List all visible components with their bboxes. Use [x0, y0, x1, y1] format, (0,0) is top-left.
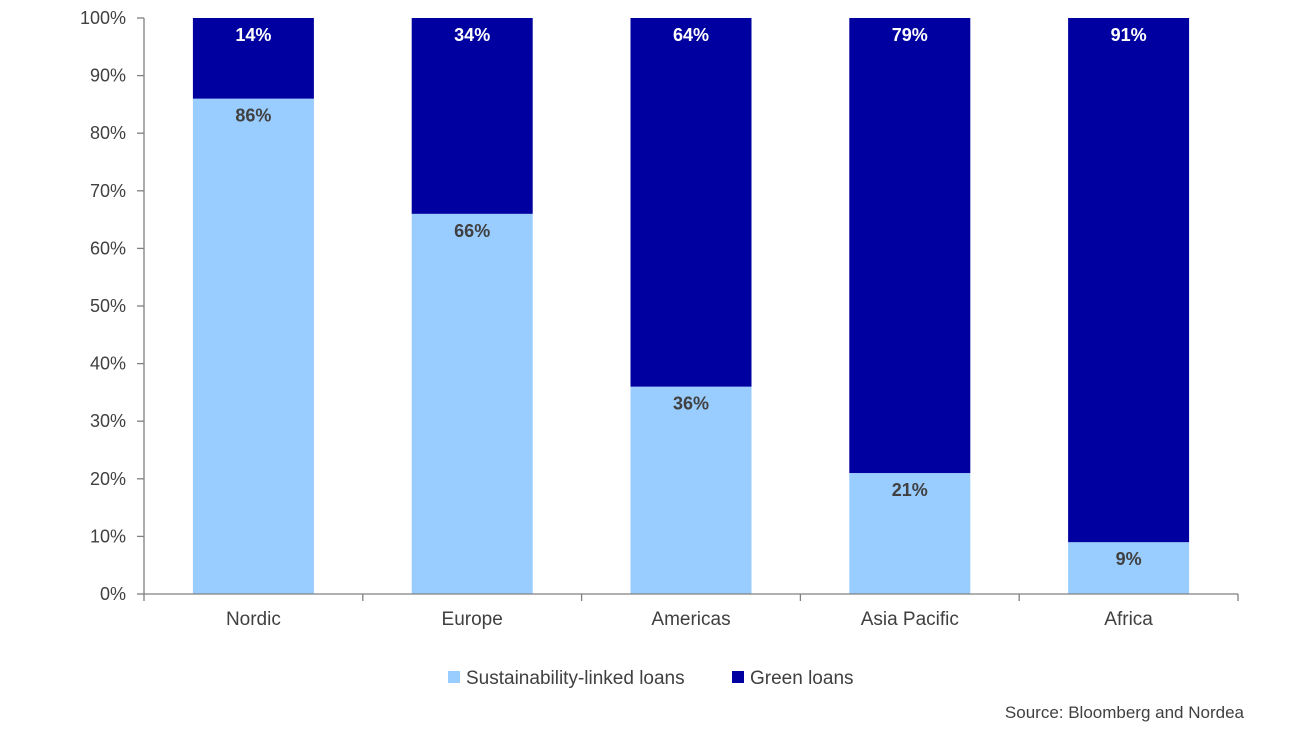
bar-green-europe — [411, 18, 533, 214]
legend-swatch — [732, 671, 744, 683]
bar-sustainability-linked-europe — [411, 213, 533, 594]
y-tick-label: 80% — [90, 123, 126, 143]
y-axis: 0% 10% 20% 30% 40% 50% 60% 70% 80% 90% 100% — [80, 8, 145, 604]
data-label: 34% — [454, 25, 490, 45]
x-tick-label: Nordic — [226, 609, 281, 630]
x-tick-label: Americas — [651, 609, 730, 630]
bar-green-nordic — [192, 18, 314, 99]
data-label: 91% — [1111, 25, 1147, 45]
data-label: 36% — [673, 394, 709, 414]
y-tick-label: 30% — [90, 411, 126, 431]
y-tick-label: 20% — [90, 469, 126, 489]
bar-sustainability-linked-nordic — [192, 98, 314, 594]
data-label: 79% — [892, 25, 928, 45]
data-label: 21% — [892, 480, 928, 500]
y-tick-label: 60% — [90, 238, 126, 258]
y-tick-label: 100% — [80, 8, 126, 28]
bar-green-asia-pacific — [849, 18, 971, 474]
y-tick-label: 10% — [90, 526, 126, 546]
bar-sustainability-linked-americas — [630, 386, 752, 594]
legend-label: Green loans — [750, 668, 854, 689]
legend: Sustainability-linked loans Green loans — [448, 668, 854, 689]
bars: 86% 14% 66% 34% 36% 64% 21% 79% 9% 91% — [192, 18, 1190, 594]
y-tick-label: 70% — [90, 181, 126, 201]
x-tick-label: Africa — [1104, 609, 1153, 630]
bar-green-africa — [1068, 18, 1190, 543]
source-note: Source: Bloomberg and Nordea — [1005, 703, 1245, 722]
y-tick-label: 0% — [100, 584, 126, 604]
x-axis: Nordic Europe Americas Asia Pacific Africa — [143, 593, 1239, 630]
y-tick-label: 50% — [90, 296, 126, 316]
data-label: 64% — [673, 25, 709, 45]
y-tick-label: 40% — [90, 354, 126, 374]
data-label: 86% — [235, 106, 271, 126]
bar-sustainability-linked-asia-pacific — [849, 473, 971, 594]
x-tick-label: Asia Pacific — [861, 609, 959, 630]
x-tick-label: Europe — [442, 609, 503, 630]
data-label: 66% — [454, 221, 490, 241]
legend-swatch — [448, 671, 460, 683]
bar-green-americas — [630, 18, 752, 387]
legend-label: Sustainability-linked loans — [466, 668, 685, 689]
y-tick-label: 90% — [90, 66, 126, 86]
bar-sustainability-linked-africa — [1068, 542, 1190, 594]
data-label: 9% — [1116, 549, 1142, 569]
data-label: 14% — [235, 25, 271, 45]
